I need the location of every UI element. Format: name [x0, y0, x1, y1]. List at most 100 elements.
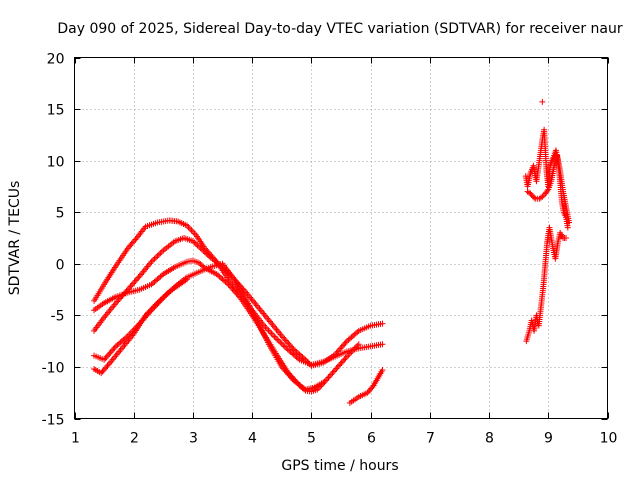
data-point: [115, 340, 122, 347]
x-tick-label: 4: [248, 431, 257, 447]
data-point: [127, 242, 134, 249]
data-point: [281, 366, 288, 373]
data-point: [292, 352, 299, 359]
data-point: [280, 365, 287, 372]
data-point: [348, 334, 355, 341]
data-point: [206, 253, 213, 260]
data-point: [228, 284, 235, 291]
data-point: [326, 372, 333, 379]
data-point: [204, 251, 211, 258]
series-track-f: [346, 367, 386, 407]
x-tick-label: 2: [130, 431, 139, 447]
data-point: [296, 351, 303, 358]
data-point: [213, 271, 220, 278]
data-point: [154, 299, 161, 306]
data-point: [563, 235, 570, 241]
data-point: [286, 341, 293, 348]
data-point: [148, 281, 155, 288]
data-point: [274, 336, 281, 343]
data-point: [537, 194, 544, 201]
data-point: [289, 344, 296, 351]
data-point: [101, 365, 108, 372]
data-point: [191, 239, 198, 246]
data-point: [286, 372, 293, 379]
data-point: [128, 240, 135, 247]
y-tick-label: 15: [47, 103, 65, 119]
data-point: [112, 299, 119, 306]
data-point: [157, 273, 164, 280]
data-point: [151, 278, 158, 285]
data-point: [221, 277, 228, 284]
data-point: [103, 364, 110, 371]
data-point: [215, 272, 222, 279]
data-point: [379, 367, 386, 374]
data-point: [343, 338, 350, 345]
data-point: [324, 375, 331, 382]
data-point: [126, 285, 133, 292]
data-point: [229, 285, 236, 292]
data-point: [230, 287, 237, 294]
data-point: [152, 277, 159, 284]
data-point: [107, 349, 114, 356]
data-point: [134, 276, 141, 283]
data-point: [338, 359, 345, 366]
y-tick-label: -5: [51, 309, 65, 325]
data-point: [328, 371, 335, 378]
y-tick-label: 5: [56, 206, 65, 222]
data-point: [149, 257, 156, 264]
data-point: [332, 367, 339, 374]
y-tick-label: 20: [47, 52, 65, 68]
data-point: [100, 367, 107, 374]
data-point: [334, 364, 341, 371]
data-point: [155, 298, 162, 305]
data-point: [287, 343, 294, 350]
data-point: [126, 243, 133, 250]
series-track-i: [524, 152, 573, 226]
data-point: [285, 371, 292, 378]
data-point: [290, 351, 297, 358]
data-point: [222, 278, 229, 285]
data-point: [226, 282, 233, 289]
data-point: [203, 250, 210, 257]
x-tick-label: 9: [544, 431, 553, 447]
data-point: [158, 295, 165, 302]
x-tick-label: 1: [71, 431, 80, 447]
data-point: [110, 346, 117, 353]
data-point: [128, 282, 135, 289]
data-point: [127, 283, 134, 290]
data-point: [223, 280, 230, 287]
data-point: [233, 290, 240, 297]
data-point: [160, 294, 167, 301]
data-point: [285, 340, 292, 347]
data-point: [197, 244, 204, 251]
data-point: [531, 194, 538, 201]
data-point: [337, 361, 344, 368]
data-point: [278, 332, 285, 339]
y-tick-label: 0: [56, 258, 65, 274]
data-point: [351, 331, 358, 338]
data-point: [131, 237, 138, 244]
data-point: [152, 254, 159, 261]
data-point: [341, 341, 348, 348]
data-point: [354, 329, 361, 336]
data-point: [124, 245, 131, 252]
data-point: [346, 335, 353, 342]
data-point: [201, 249, 208, 256]
data-point: [564, 224, 571, 231]
grid: [74, 57, 608, 419]
data-point: [120, 336, 127, 343]
data-point: [280, 334, 287, 341]
data-point: [102, 355, 109, 362]
x-axis-label: GPS time / hours: [281, 458, 398, 474]
x-tick-label: 6: [367, 431, 376, 447]
series-track-h: [523, 224, 570, 345]
x-tick-label: 3: [189, 431, 198, 447]
data-point: [195, 259, 202, 266]
data-point: [164, 290, 171, 297]
data-point: [299, 354, 306, 361]
data-point: [289, 375, 296, 382]
data-point: [115, 297, 122, 303]
data-point: [135, 274, 142, 281]
y-tick-label: -15: [42, 413, 65, 429]
